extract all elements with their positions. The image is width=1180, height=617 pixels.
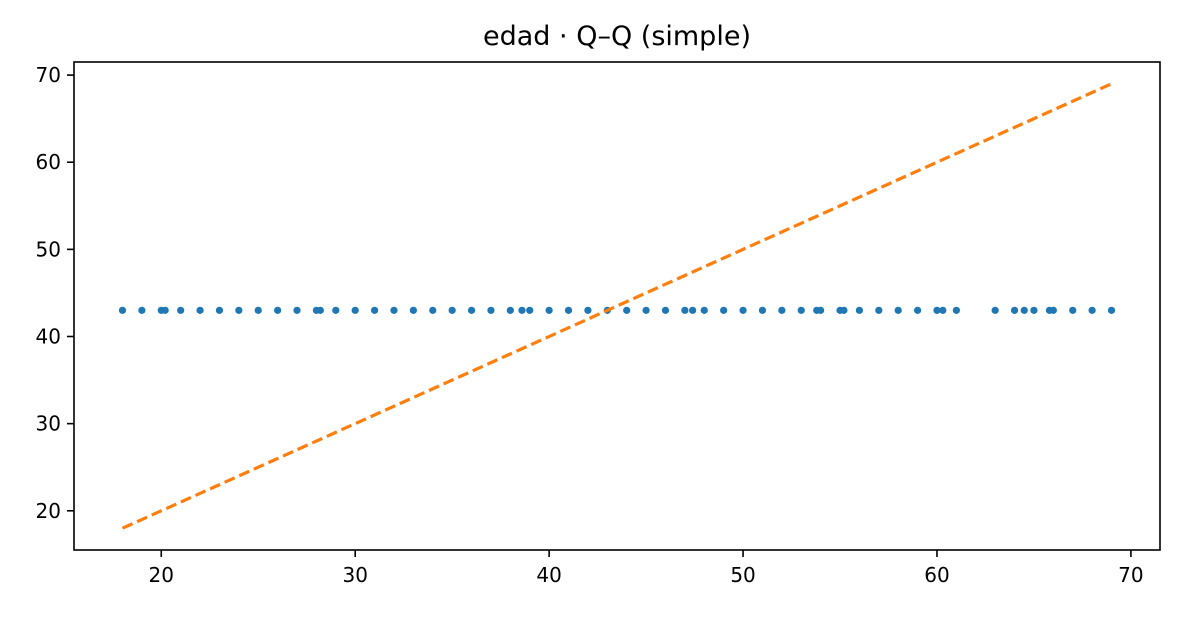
data-point <box>623 306 631 314</box>
data-point <box>1030 306 1038 314</box>
y-tick-label: 50 <box>36 237 61 261</box>
data-point <box>778 306 786 314</box>
x-tick-label: 20 <box>149 563 174 587</box>
data-point <box>448 306 456 314</box>
data-point <box>526 306 534 314</box>
data-point <box>642 306 650 314</box>
y-axis: 20 30 40 50 60 70 <box>36 63 74 523</box>
y-tick-label: 60 <box>36 150 61 174</box>
data-point <box>215 306 224 314</box>
data-point <box>316 306 324 314</box>
data-point <box>196 306 204 314</box>
data-point <box>1010 306 1019 314</box>
data-point <box>370 306 379 314</box>
data-point <box>991 306 999 314</box>
data-point <box>390 306 398 314</box>
data-point <box>894 306 902 314</box>
data-point <box>177 306 185 314</box>
y-tick-label: 30 <box>36 412 61 436</box>
data-point <box>1088 306 1096 314</box>
data-point <box>1049 306 1057 314</box>
data-point <box>564 306 573 314</box>
chart-title: edad · Q–Q (simple) <box>483 21 751 52</box>
data-point <box>409 306 417 314</box>
data-point <box>758 306 767 314</box>
y-tick-label: 20 <box>36 499 61 523</box>
data-point <box>332 306 340 314</box>
y-tick-label: 40 <box>36 325 61 349</box>
data-point <box>518 306 526 314</box>
data-point <box>939 306 947 314</box>
data-point <box>274 306 282 314</box>
data-point <box>700 306 708 314</box>
y-tick-label: 70 <box>36 63 61 87</box>
x-tick-label: 40 <box>536 563 561 587</box>
data-point <box>739 306 747 314</box>
data-point <box>118 306 127 314</box>
data-point <box>138 306 146 314</box>
data-point <box>429 306 437 314</box>
plot-area <box>118 82 1116 530</box>
x-axis: 20 30 40 50 60 70 <box>149 550 1144 587</box>
data-point <box>855 306 864 314</box>
data-point <box>1069 306 1077 314</box>
data-point <box>351 306 359 314</box>
data-point <box>293 306 301 314</box>
data-point <box>817 306 825 314</box>
data-point <box>235 306 243 314</box>
data-point <box>1020 306 1028 314</box>
data-point <box>584 306 592 314</box>
data-point <box>681 306 689 314</box>
data-point <box>506 306 514 314</box>
data-point <box>952 306 960 314</box>
data-point <box>913 306 922 314</box>
x-tick-label: 60 <box>924 563 949 587</box>
data-point <box>545 306 553 314</box>
x-tick-label: 30 <box>342 563 367 587</box>
data-point <box>840 306 848 314</box>
data-point <box>161 306 169 314</box>
data-point <box>1107 306 1116 314</box>
data-point <box>933 306 941 314</box>
axes-frame <box>73 61 1161 551</box>
x-tick-label: 70 <box>1118 563 1143 587</box>
data-point <box>467 306 476 314</box>
data-point <box>797 306 805 314</box>
data-point <box>487 306 495 314</box>
data-point <box>661 306 670 314</box>
data-point <box>254 306 262 314</box>
data-point <box>875 306 883 314</box>
data-point <box>720 306 728 314</box>
reference-line <box>121 82 1113 530</box>
data-point <box>689 306 697 314</box>
x-tick-label: 50 <box>730 563 755 587</box>
